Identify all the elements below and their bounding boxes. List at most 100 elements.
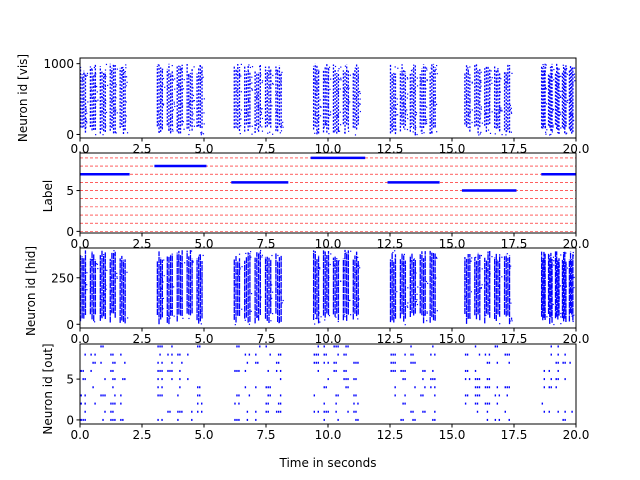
vis-spike <box>420 82 422 85</box>
hid-spike <box>96 263 99 265</box>
vis-spike <box>347 86 349 88</box>
hid-spike <box>101 298 103 301</box>
hid-spike <box>182 317 184 319</box>
vis-spike <box>121 125 123 127</box>
out-spike <box>335 345 337 348</box>
hid-spike <box>410 260 412 262</box>
out-spike <box>259 345 261 348</box>
out-spike <box>412 418 414 421</box>
out-spike <box>494 394 497 397</box>
vis-spike <box>496 124 499 126</box>
vis-spike <box>265 100 267 103</box>
out-spike <box>199 394 201 397</box>
hid-spike <box>124 290 126 292</box>
out-spike <box>112 418 114 421</box>
out-spike <box>169 369 171 372</box>
out-spike <box>317 345 319 348</box>
out-spike <box>434 378 436 381</box>
vis-spike <box>178 79 181 81</box>
vis-spike <box>431 100 433 102</box>
vis-spike <box>490 70 492 72</box>
vis-spike <box>276 92 278 95</box>
out-spike <box>267 394 269 397</box>
vis-spike <box>565 87 567 89</box>
vis-spike <box>251 125 253 127</box>
vis-spike <box>410 69 413 72</box>
hid-spike <box>435 256 438 258</box>
hid-spike <box>559 285 561 287</box>
hid-spike <box>103 299 106 302</box>
vis-spike <box>102 85 104 88</box>
out-spike <box>255 353 257 356</box>
vis-spike <box>324 123 327 126</box>
hid-spike <box>197 297 199 299</box>
vis-spike <box>564 71 567 73</box>
out-spike <box>466 353 469 356</box>
hid-spike <box>120 260 122 262</box>
out-spike <box>110 353 112 356</box>
out-spike <box>543 386 546 389</box>
hid-spike <box>497 297 499 299</box>
vis-spike <box>261 117 264 120</box>
out-spike <box>244 369 247 372</box>
hid-spike <box>480 254 482 257</box>
vis-spike <box>174 78 176 80</box>
vis-spike <box>267 92 269 94</box>
vis-spike <box>84 117 86 120</box>
hid-spike <box>400 294 403 297</box>
hid-spike <box>501 256 503 258</box>
vis-spike <box>251 88 253 90</box>
vis-spike <box>337 93 339 95</box>
out-spike <box>488 353 491 356</box>
hid-spike <box>101 315 103 317</box>
vis-spike <box>552 124 554 126</box>
out-spike <box>355 394 357 397</box>
out-spike <box>506 394 508 397</box>
vis-spike <box>340 66 342 68</box>
vis-spike <box>201 78 203 80</box>
vis-spike <box>172 79 174 81</box>
out-spike <box>343 378 345 381</box>
hid-spike <box>272 291 274 293</box>
vis-spike <box>256 96 258 99</box>
out-spike <box>238 345 240 348</box>
vis-spike <box>122 73 124 75</box>
out-spike <box>476 394 479 397</box>
out-spike <box>422 410 424 413</box>
out-spike <box>564 378 566 381</box>
vis-spike <box>570 113 572 115</box>
out-spike <box>317 369 319 372</box>
hid-spike <box>357 318 359 320</box>
vis-spike <box>269 116 271 118</box>
hid-spike <box>248 296 250 298</box>
vis-spike <box>467 114 469 116</box>
vis-spike <box>91 68 93 70</box>
vis-spike <box>328 114 330 116</box>
out-spike <box>323 345 325 348</box>
vis-spike <box>348 87 350 89</box>
out-spike <box>171 361 173 364</box>
vis-spike <box>559 95 561 97</box>
vis-spike <box>507 125 509 128</box>
vis-spike <box>340 79 342 81</box>
hid-spike <box>261 254 263 256</box>
vis-spike <box>506 117 508 119</box>
vis-spike <box>164 86 166 88</box>
vis-spike <box>410 125 413 128</box>
vis-spike <box>545 133 547 135</box>
out-spike <box>114 402 116 405</box>
vis-spike <box>157 64 159 66</box>
out-spike <box>317 410 319 413</box>
vis-spike <box>189 101 191 103</box>
hid-spike <box>265 269 267 272</box>
vis-spike <box>571 67 573 70</box>
hid-spike <box>404 264 406 266</box>
out-spike <box>238 418 240 421</box>
hid-spike <box>417 286 419 288</box>
vis-spike <box>280 130 283 132</box>
out-spike <box>327 410 329 413</box>
out-spike <box>478 353 481 356</box>
vis-spike <box>497 70 499 73</box>
hid-spike <box>92 286 94 289</box>
vis-spike <box>83 104 85 106</box>
